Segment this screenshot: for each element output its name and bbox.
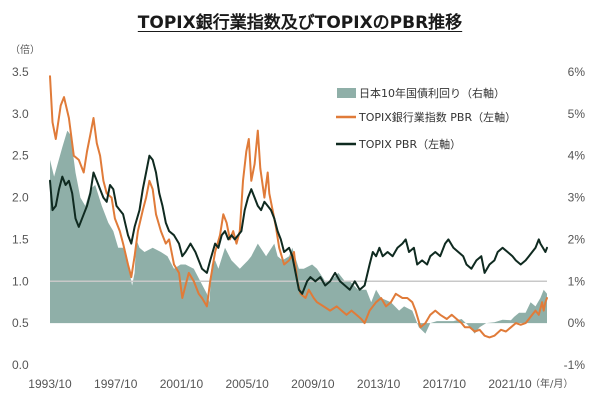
legend: 日本10年国債利回り（右軸） TOPIX銀行業指数 PBR（左軸） TOPIX PB… [336, 86, 516, 151]
right-tick-label: 2% [568, 232, 586, 246]
x-axis: 1993/10 1997/10 2001/10 2005/10 2009/10 2013/… [28, 377, 532, 391]
right-tick-label: 1% [568, 274, 586, 288]
left-axis-unit: （倍） [10, 43, 40, 56]
legend-swatch-jgb [337, 88, 356, 98]
x-axis-unit: （年/月） [530, 377, 573, 390]
left-axis: 0.0 0.5 1.0 1.5 2.0 2.5 3.0 3.5 [12, 65, 29, 372]
pbr-lines-layer [49, 75, 548, 339]
left-tick-label: 2.0 [12, 191, 29, 205]
left-tick-label: 1.5 [12, 232, 29, 246]
x-tick-label: 2021/10 [488, 377, 532, 391]
legend-label-topix: TOPIX PBR（左軸） [358, 137, 461, 151]
right-tick-label: 4% [568, 149, 586, 163]
left-tick-label: 3.5 [12, 65, 29, 79]
x-tick-label: 1997/10 [94, 377, 138, 391]
left-tick-label: 0.0 [12, 358, 29, 372]
right-tick-label: 0% [568, 316, 586, 330]
x-tick-label: 2013/10 [357, 377, 401, 391]
right-axis: -1% 0% 1% 2% 3% 4% 5% 6% [564, 65, 586, 372]
left-tick-label: 3.0 [12, 107, 29, 121]
right-tick-label: 5% [568, 107, 586, 121]
series-area-jgb [50, 130, 547, 334]
x-tick-label: 1993/10 [28, 377, 72, 391]
left-tick-label: 1.0 [12, 274, 29, 288]
x-tick-label: 2005/10 [225, 377, 269, 391]
right-tick-label: 3% [568, 191, 586, 205]
legend-label-jgb: 日本10年国債利回り（右軸） [359, 86, 505, 100]
x-tick-label: 2001/10 [160, 377, 204, 391]
left-tick-label: 0.5 [12, 316, 29, 330]
chart-title: TOPIX銀行業指数及びTOPIXのPBR推移 [0, 8, 600, 33]
yield-area-layer [50, 130, 547, 334]
series-line-topix [49, 154, 548, 295]
left-tick-label: 2.5 [12, 149, 29, 163]
legend-label-bank: TOPIX銀行業指数 PBR（左軸） [358, 110, 516, 124]
right-tick-label: -1% [564, 358, 586, 372]
right-tick-label: 6% [568, 65, 586, 79]
series-line-bank [49, 75, 548, 339]
chart-title-text: TOPIX銀行業指数及びTOPIXのPBR推移 [137, 13, 463, 33]
x-tick-label: 2017/10 [423, 377, 467, 391]
x-tick-label: 2009/10 [291, 377, 335, 391]
